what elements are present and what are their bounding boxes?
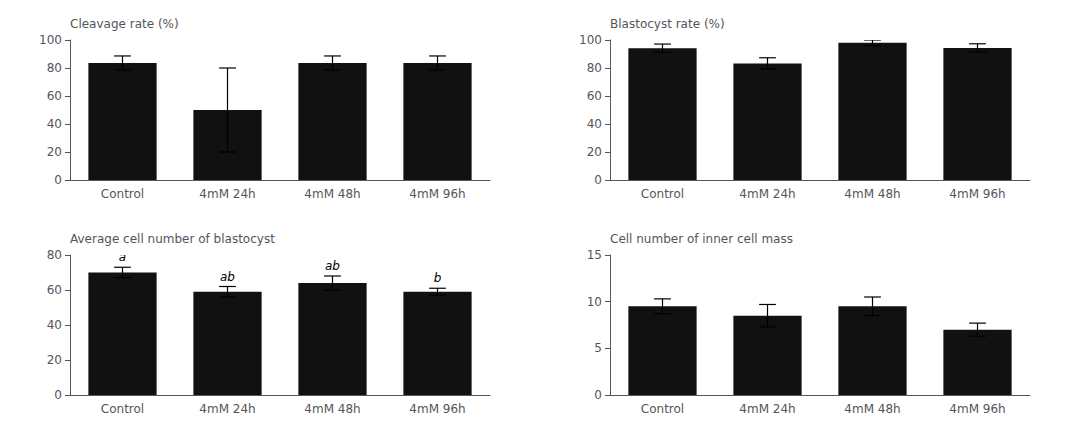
svg-text:Cleavage rate (%): Cleavage rate (%) — [70, 17, 179, 31]
svg-text:4mM 24h: 4mM 24h — [199, 187, 255, 201]
svg-text:0: 0 — [594, 388, 602, 402]
svg-text:4mM 48h: 4mM 48h — [304, 402, 360, 416]
svg-text:4mM 96h: 4mM 96h — [949, 402, 1005, 416]
svg-text:60: 60 — [587, 89, 602, 103]
svg-text:0: 0 — [54, 173, 62, 187]
svg-text:Control: Control — [101, 402, 144, 416]
svg-text:80: 80 — [47, 61, 62, 75]
svg-text:Control: Control — [641, 187, 684, 201]
svg-text:15: 15 — [587, 248, 602, 262]
svg-text:4mM 24h: 4mM 24h — [739, 402, 795, 416]
svg-text:100: 100 — [39, 33, 62, 47]
svg-text:60: 60 — [47, 89, 62, 103]
svg-text:20: 20 — [47, 353, 62, 367]
svg-text:20: 20 — [47, 145, 62, 159]
svg-text:40: 40 — [47, 117, 62, 131]
svg-text:40: 40 — [587, 117, 602, 131]
svg-text:20: 20 — [587, 145, 602, 159]
svg-text:4mM 48h: 4mM 48h — [304, 187, 360, 201]
svg-text:0: 0 — [54, 388, 62, 402]
svg-text:Cell number of inner cell mass: Cell number of inner cell mass — [610, 232, 793, 246]
svg-text:10: 10 — [587, 295, 602, 309]
svg-text:40: 40 — [47, 318, 62, 332]
svg-text:4mM 96h: 4mM 96h — [409, 187, 465, 201]
svg-text:ab: ab — [325, 259, 340, 273]
svg-text:4mM 96h: 4mM 96h — [949, 187, 1005, 201]
svg-text:4mM 48h: 4mM 48h — [844, 187, 900, 201]
svg-text:Control: Control — [101, 187, 144, 201]
svg-text:4mM 24h: 4mM 24h — [739, 187, 795, 201]
svg-text:Blastocyst rate (%): Blastocyst rate (%) — [610, 17, 725, 31]
svg-text:100: 100 — [579, 33, 602, 47]
svg-text:Control: Control — [641, 402, 684, 416]
svg-text:80: 80 — [47, 248, 62, 262]
svg-text:4mM 48h: 4mM 48h — [844, 402, 900, 416]
svg-text:Average cell number of blastoc: Average cell number of blastocyst — [70, 232, 275, 246]
svg-text:4mM 24h: 4mM 24h — [199, 402, 255, 416]
svg-text:4mM 96h: 4mM 96h — [409, 402, 465, 416]
svg-text:0: 0 — [594, 173, 602, 187]
svg-text:60: 60 — [47, 283, 62, 297]
svg-text:80: 80 — [587, 61, 602, 75]
svg-text:b: b — [434, 271, 442, 285]
svg-text:5: 5 — [594, 341, 602, 355]
svg-text:a: a — [119, 250, 126, 264]
svg-text:ab: ab — [220, 270, 235, 284]
